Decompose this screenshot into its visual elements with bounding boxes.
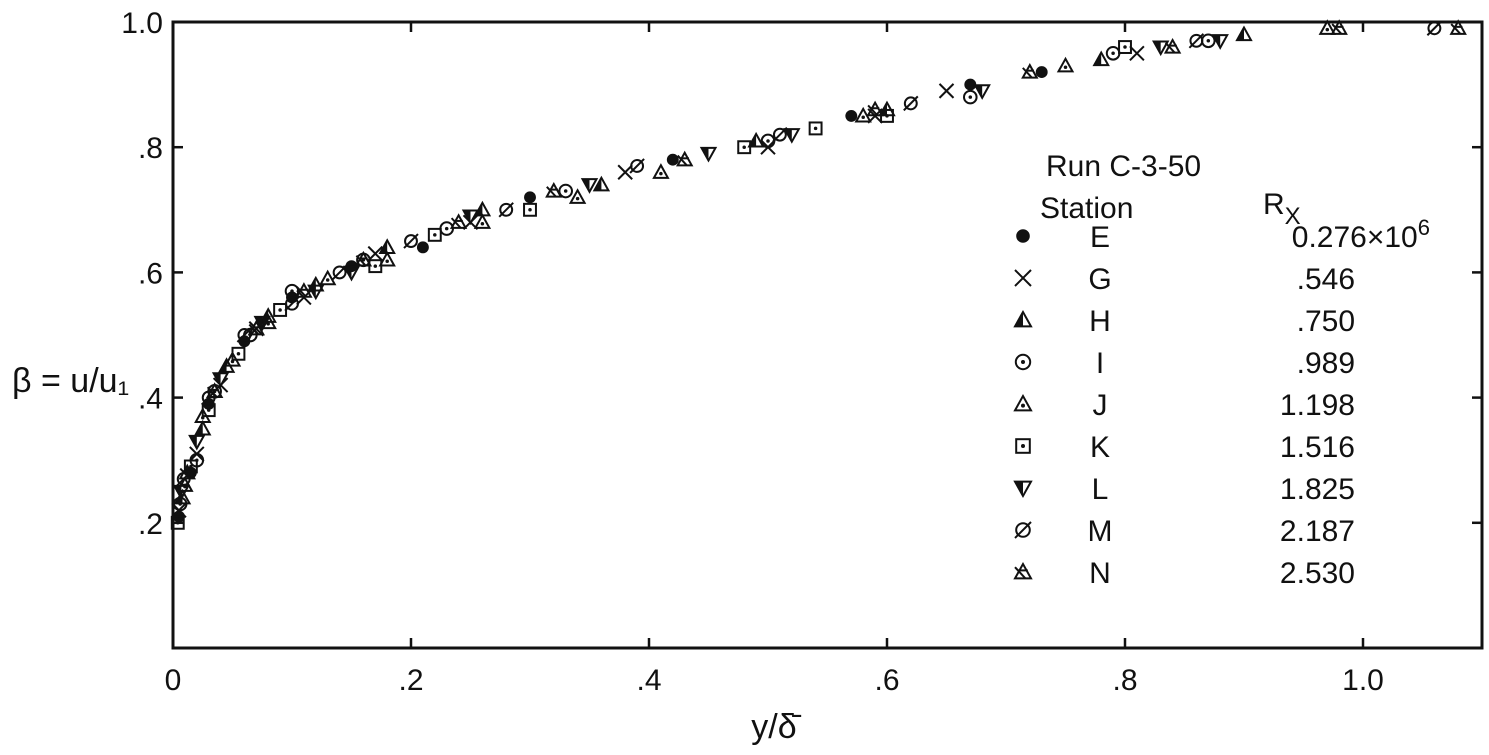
legend-station: I xyxy=(1096,347,1104,380)
legend-symbol-L xyxy=(1015,482,1031,496)
x-tick-label: .2 xyxy=(398,664,423,697)
legend-rx-value: 2.187 xyxy=(1280,515,1355,548)
legend-symbol-G xyxy=(1015,270,1031,286)
data-point-J xyxy=(654,165,668,178)
legend-symbol-N xyxy=(1015,564,1031,578)
data-point-G xyxy=(940,84,954,98)
legend-station: M xyxy=(1088,515,1113,548)
legend-symbol-M xyxy=(1015,522,1031,538)
legend-symbol-H xyxy=(1015,312,1031,326)
legend-symbol-I xyxy=(1016,355,1030,369)
legend-station: K xyxy=(1090,431,1110,464)
data-point-K xyxy=(524,204,536,216)
data-point-L xyxy=(785,129,799,142)
legend-rx-value-text: 2.530 xyxy=(1280,557,1355,590)
data-point-M xyxy=(773,128,787,142)
axis-ticks: 0 .2 .4 .6 .8 1.0 .2 .4 .6 .8 1.0 xyxy=(121,7,1482,697)
y-axis-label: β = u/u₁ xyxy=(12,362,129,400)
data-point-E xyxy=(667,154,679,166)
legend-station: E xyxy=(1090,221,1110,254)
legend-rx-value: 1.198 xyxy=(1280,389,1355,422)
data-point-E xyxy=(524,191,536,203)
legend-title: Run C-3-50 xyxy=(1046,150,1201,183)
data-point-N xyxy=(452,215,466,228)
data-point-I xyxy=(559,185,572,198)
data-point-E xyxy=(845,110,857,122)
data-point-E xyxy=(1036,66,1048,78)
data-point-E xyxy=(417,241,429,253)
data-point-H xyxy=(196,422,210,435)
data-point-N xyxy=(678,153,692,166)
y-tick-label: .8 xyxy=(138,132,163,165)
legend-station: J xyxy=(1093,389,1108,422)
y-tick-label: .6 xyxy=(138,257,163,290)
legend-symbol-K xyxy=(1016,439,1030,453)
data-point-I xyxy=(1202,34,1215,47)
x-tick-label: .6 xyxy=(874,664,899,697)
y-tick-label: .2 xyxy=(138,508,163,541)
legend-rx-value: 1.516 xyxy=(1280,431,1355,464)
legend-rx-value: 1.825 xyxy=(1280,473,1355,506)
data-point-J xyxy=(380,253,394,266)
legend-rows: E 0.276×106 G .546 H .750 I .989 J 1.198 K 1.516 L 1.… xyxy=(1015,215,1430,590)
legend-rx-value-text: 1.516 xyxy=(1280,431,1355,464)
y-tick-label: 1.0 xyxy=(121,7,163,40)
data-point-J xyxy=(475,215,489,228)
data-point-M xyxy=(404,234,418,248)
x-tick-label: .8 xyxy=(1112,664,1137,697)
legend-station: N xyxy=(1089,557,1111,590)
legend-station: L xyxy=(1092,473,1109,506)
data-point-L xyxy=(345,267,359,280)
data-point-J xyxy=(321,272,335,285)
legend-station: H xyxy=(1089,305,1111,338)
legend-rx-value-text: 2.187 xyxy=(1280,515,1355,548)
data-point-H xyxy=(1237,28,1251,41)
data-point-N xyxy=(1023,65,1037,78)
legend-rx-value-text: 1.198 xyxy=(1280,389,1355,422)
legend-symbol-E xyxy=(1016,229,1030,243)
data-point-M xyxy=(333,265,347,279)
x-tick-label: .4 xyxy=(636,664,661,697)
legend-rx-value: .546 xyxy=(1297,263,1355,296)
plot-frame xyxy=(173,22,1482,648)
data-point-L xyxy=(190,436,204,449)
legend-rx-value: 2.530 xyxy=(1280,557,1355,590)
data-point-N xyxy=(868,103,882,116)
legend: Run C-3-50 Station RX E 0.276×106 G .546 H .7… xyxy=(1015,150,1430,590)
legend-rx-exponent: 6 xyxy=(1418,215,1430,240)
legend-rx-value-text: .750 xyxy=(1297,305,1355,338)
x-tick-label: 1.0 xyxy=(1342,664,1384,697)
legend-station-header: Station xyxy=(1040,192,1133,225)
data-point-J xyxy=(1059,59,1073,72)
legend-rx-header-main: R xyxy=(1263,188,1285,221)
data-points xyxy=(172,21,1465,528)
legend-rx-value-text: .989 xyxy=(1297,347,1355,380)
data-point-K xyxy=(429,229,441,241)
data-point-K xyxy=(274,304,286,316)
x-axis-label: y/δ̄ xyxy=(751,708,801,746)
legend-rx-value: 0.276×106 xyxy=(1292,215,1430,254)
legend-rx-value-text: .546 xyxy=(1297,263,1355,296)
data-point-L xyxy=(702,148,716,161)
data-point-M xyxy=(904,96,918,110)
legend-rx-value-text: 0.276×10 xyxy=(1292,221,1418,254)
x-tick-label: 0 xyxy=(165,664,182,697)
data-point-M xyxy=(499,203,513,217)
data-point-G xyxy=(1130,46,1144,60)
data-point-I xyxy=(964,91,977,104)
legend-rx-value: .750 xyxy=(1297,305,1355,338)
y-tick-label: .4 xyxy=(138,383,163,416)
data-point-K xyxy=(810,122,822,134)
legend-station: G xyxy=(1088,263,1111,296)
data-point-K xyxy=(1119,41,1131,53)
legend-symbol-J xyxy=(1015,396,1031,410)
legend-rx-value: .989 xyxy=(1297,347,1355,380)
data-point-I xyxy=(1107,47,1120,60)
legend-rx-value-text: 1.825 xyxy=(1280,473,1355,506)
